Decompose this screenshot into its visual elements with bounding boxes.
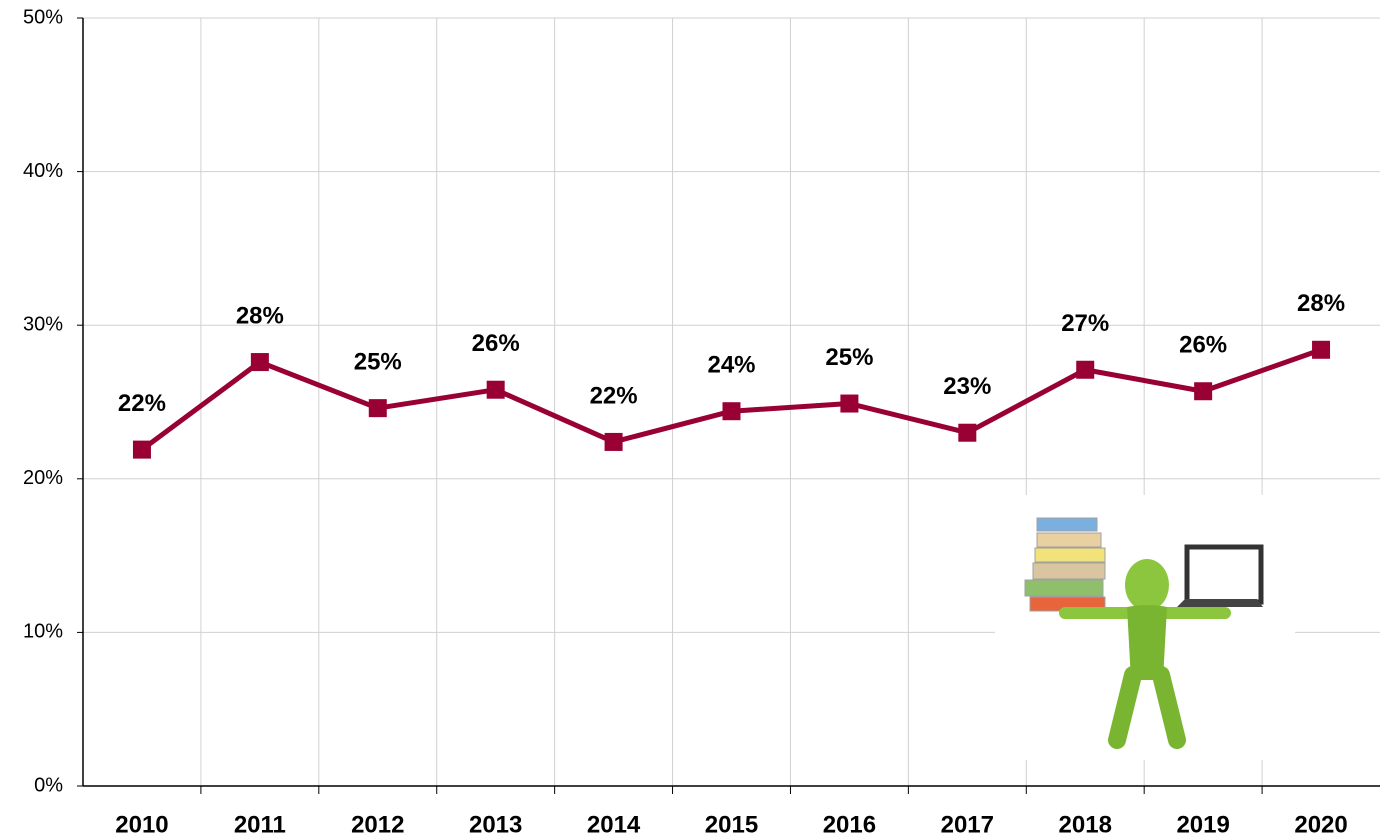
data-label: 27% [1061,310,1109,337]
x-tick-label: 2019 [1176,811,1229,838]
data-label: 25% [354,348,402,375]
data-label: 23% [943,373,991,400]
data-label: 28% [236,302,284,329]
data-marker [958,424,976,442]
x-tick-label: 2015 [705,811,758,838]
x-tick-label: 2011 [234,811,286,838]
data-marker [840,395,858,413]
data-marker [369,399,387,417]
data-label: 26% [472,330,520,357]
data-marker [133,441,151,459]
data-marker [251,353,269,371]
data-marker [605,433,623,451]
data-label: 25% [825,344,873,371]
data-label: 22% [590,382,638,409]
data-label: 22% [118,390,166,417]
y-tick-label: 20% [23,467,63,489]
data-marker [487,381,505,399]
x-tick-label: 2013 [469,811,522,838]
x-tick-label: 2017 [941,811,994,838]
data-label: 26% [1179,332,1227,359]
data-marker [723,402,741,420]
x-tick-label: 2020 [1294,811,1347,838]
data-marker [1312,341,1330,359]
y-tick-label: 30% [23,313,63,335]
y-tick-label: 50% [23,6,63,28]
x-tick-label: 2018 [1059,811,1112,838]
x-tick-label: 2014 [587,811,641,838]
x-tick-label: 2010 [115,811,168,838]
illustration [995,495,1295,760]
y-tick-label: 40% [23,160,63,182]
data-label: 24% [707,352,755,379]
x-tick-label: 2012 [351,811,404,838]
x-tick-label: 2016 [823,811,876,838]
chart: 0% 10% 20% 30% 40% 50% 2010 2011 2012 2013 2014 201… [0,0,1380,838]
y-tick-label: 10% [23,621,63,643]
data-marker [1076,361,1094,379]
data-label: 28% [1297,290,1345,317]
data-marker [1194,382,1212,400]
y-tick-label: 0% [34,774,63,796]
